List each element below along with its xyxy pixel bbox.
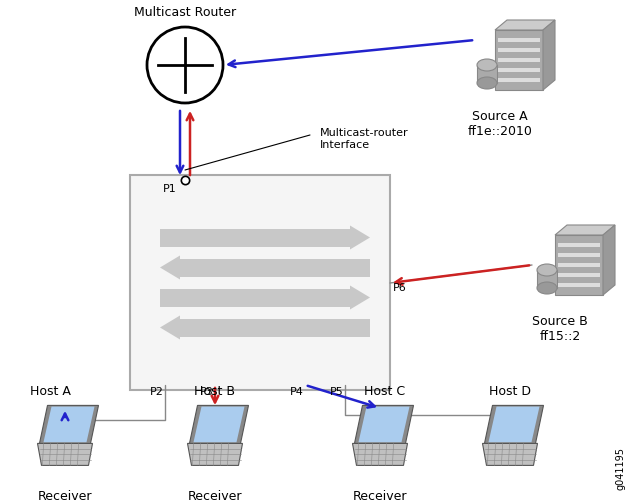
Polygon shape — [190, 405, 248, 444]
Text: P1: P1 — [163, 184, 177, 194]
Text: P2: P2 — [150, 387, 164, 397]
Text: Multicast-router
Interface: Multicast-router Interface — [320, 128, 409, 150]
Bar — [498, 38, 540, 42]
Polygon shape — [484, 405, 544, 444]
Ellipse shape — [477, 59, 497, 71]
Text: P3: P3 — [200, 387, 214, 397]
Text: Receiver
ff1e::2010: Receiver ff1e::2010 — [348, 490, 413, 504]
Polygon shape — [495, 20, 555, 30]
Polygon shape — [353, 444, 408, 465]
Polygon shape — [483, 444, 537, 465]
Bar — [477, 65, 497, 83]
Text: Host A: Host A — [30, 385, 71, 398]
Text: g041195: g041195 — [615, 447, 625, 490]
Ellipse shape — [537, 282, 557, 294]
Polygon shape — [543, 20, 555, 90]
Bar — [498, 58, 540, 62]
Text: Source A
ff1e::2010: Source A ff1e::2010 — [467, 110, 532, 138]
Text: Host C: Host C — [364, 385, 406, 398]
Polygon shape — [193, 407, 244, 442]
Polygon shape — [160, 316, 180, 340]
Circle shape — [147, 27, 223, 103]
Text: Receiver
ff15::2: Receiver ff15::2 — [188, 490, 243, 504]
Text: Source B
ff15::2: Source B ff15::2 — [532, 315, 588, 343]
Text: Host D: Host D — [489, 385, 531, 398]
Polygon shape — [350, 285, 370, 309]
Polygon shape — [355, 405, 413, 444]
Polygon shape — [40, 405, 98, 444]
Polygon shape — [488, 407, 539, 442]
Text: P4: P4 — [290, 387, 304, 397]
Bar — [555, 235, 603, 295]
Bar — [130, 175, 390, 390]
Bar — [495, 30, 543, 90]
Bar — [180, 319, 370, 337]
Bar — [558, 273, 600, 277]
Bar — [498, 78, 540, 82]
Bar — [558, 253, 600, 257]
Polygon shape — [188, 444, 243, 465]
Polygon shape — [350, 225, 370, 249]
Text: P6: P6 — [393, 283, 407, 293]
Polygon shape — [555, 225, 615, 235]
Polygon shape — [160, 256, 180, 280]
Polygon shape — [38, 444, 93, 465]
Bar — [558, 243, 600, 247]
Polygon shape — [358, 407, 410, 442]
Bar — [537, 270, 557, 288]
Ellipse shape — [477, 77, 497, 89]
Text: Host B: Host B — [195, 385, 236, 398]
Text: Receiver
ff1e::2010: Receiver ff1e::2010 — [33, 490, 98, 504]
Bar — [498, 68, 540, 72]
Bar — [160, 288, 350, 306]
Ellipse shape — [537, 264, 557, 276]
Bar — [160, 228, 350, 246]
Polygon shape — [43, 407, 94, 442]
Text: Multicast Router: Multicast Router — [134, 6, 236, 19]
Text: P5: P5 — [330, 387, 344, 397]
Bar — [180, 259, 370, 277]
Bar — [558, 263, 600, 267]
Bar — [558, 283, 600, 287]
Polygon shape — [603, 225, 615, 295]
Bar — [498, 48, 540, 52]
